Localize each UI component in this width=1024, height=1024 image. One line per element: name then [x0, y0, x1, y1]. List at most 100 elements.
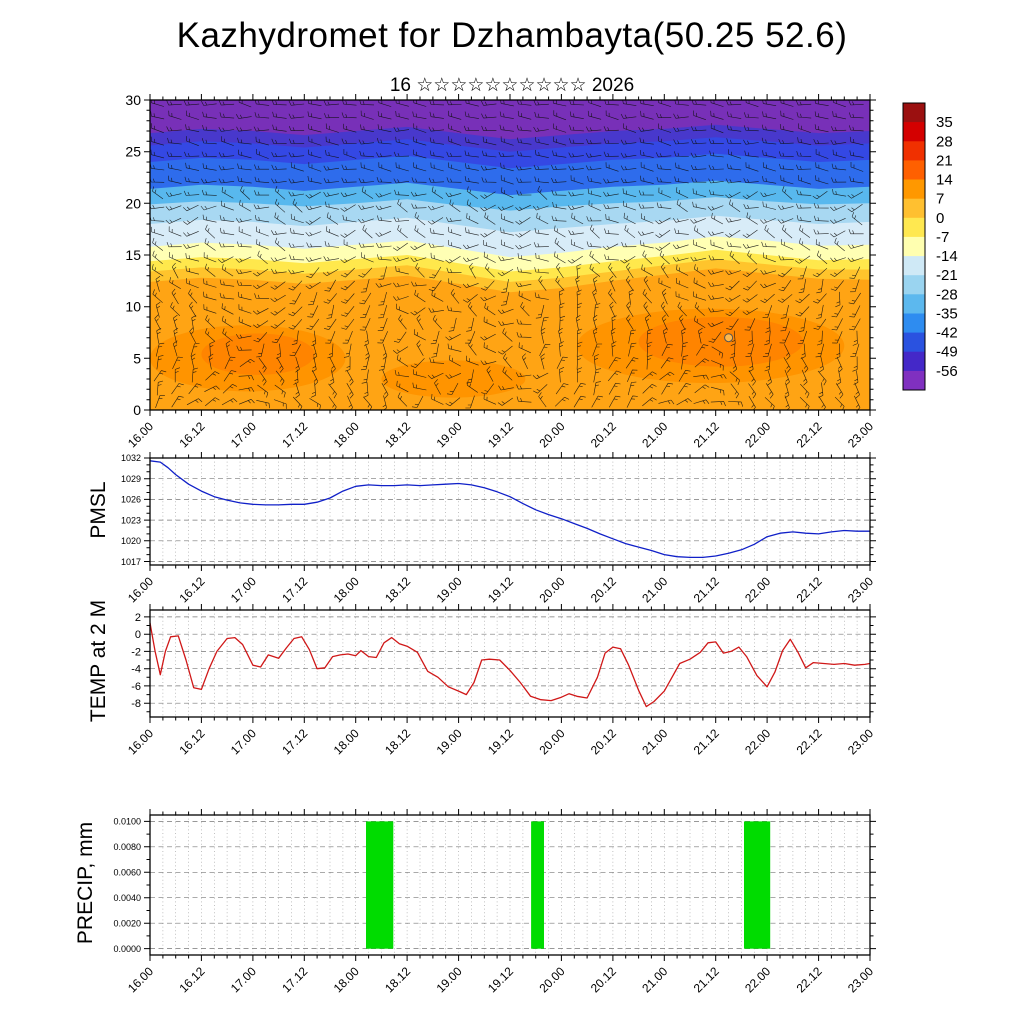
colorbar-segment [903, 351, 925, 372]
svg-text:23.00: 23.00 [845, 574, 876, 605]
warm-blob [638, 317, 804, 367]
colorbar-segment [903, 217, 925, 238]
svg-text:-7: -7 [936, 229, 949, 246]
temp-2m-line [149, 622, 871, 708]
y-tick-labels: 0 5 10 15 20 25 30 [125, 92, 141, 418]
svg-text:1020: 1020 [121, 536, 141, 546]
svg-text:5: 5 [133, 350, 141, 366]
svg-text:0.0100: 0.0100 [113, 817, 141, 827]
svg-text:16.12: 16.12 [176, 964, 207, 995]
svg-text:18.12: 18.12 [382, 574, 413, 605]
svg-text:23.00: 23.00 [845, 726, 876, 757]
colorbar-segment [903, 256, 925, 276]
svg-text:21: 21 [936, 152, 953, 169]
colorbar-segment [903, 275, 925, 295]
svg-text:15: 15 [125, 247, 141, 263]
precip-bar [366, 821, 394, 949]
colorbar-segment [903, 122, 925, 142]
wind-barbs [150, 100, 864, 410]
precip-bar [744, 821, 771, 949]
svg-text:19.12: 19.12 [485, 419, 516, 450]
svg-text:0: 0 [133, 402, 141, 418]
svg-text:0.0000: 0.0000 [113, 944, 141, 954]
svg-text:0: 0 [135, 629, 141, 641]
svg-text:17.12: 17.12 [279, 419, 310, 450]
svg-text:0.0080: 0.0080 [113, 842, 141, 852]
svg-text:16.12: 16.12 [176, 574, 207, 605]
colorbar-segment [903, 141, 925, 161]
svg-text:20.00: 20.00 [536, 574, 567, 605]
chart-subtitle: 16 ☆☆☆☆☆☆☆☆☆☆ 2026 [389, 75, 635, 96]
svg-text:0.0060: 0.0060 [113, 868, 141, 878]
svg-text:17.12: 17.12 [279, 574, 310, 605]
x-tick-labels: 16.00 16.12 17.00 17.12 18.00 18.12 19.00 19.12… [125, 419, 876, 450]
svg-text:17.00: 17.00 [228, 964, 259, 995]
svg-text:-42: -42 [936, 325, 958, 342]
x-tick-labels: 16.00 16.12 17.00 17.12 18.00 18.12 19.00 19.12… [125, 574, 876, 605]
svg-text:-4: -4 [131, 664, 141, 676]
svg-text:21.00: 21.00 [639, 726, 670, 757]
colorbar-segment [903, 332, 925, 353]
svg-text:20.12: 20.12 [588, 574, 619, 605]
svg-text:7: 7 [936, 191, 944, 208]
svg-text:19.00: 19.00 [434, 419, 465, 450]
svg-text:21.00: 21.00 [639, 419, 670, 450]
grid-horizontal [150, 821, 870, 949]
svg-text:-14: -14 [936, 248, 958, 265]
svg-text:17.00: 17.00 [228, 419, 259, 450]
svg-text:-21: -21 [936, 267, 958, 284]
svg-text:20.12: 20.12 [588, 964, 619, 995]
svg-text:-28: -28 [936, 286, 958, 303]
colorbar-segment [903, 370, 925, 391]
svg-text:0.0020: 0.0020 [113, 918, 141, 928]
warm-blob [201, 333, 315, 375]
svg-text:28: 28 [936, 133, 953, 150]
svg-text:18.12: 18.12 [382, 964, 413, 995]
svg-text:16.12: 16.12 [176, 419, 207, 450]
y-tick-labels: 0.0100 0.0080 0.0060 0.0040 0.0020 0.0000 [113, 817, 141, 954]
svg-text:23.00: 23.00 [845, 419, 876, 450]
svg-text:18.12: 18.12 [382, 726, 413, 757]
svg-text:25: 25 [125, 144, 141, 160]
svg-text:21.12: 21.12 [691, 419, 722, 450]
colorbar: 35 28 21 14 7 0 -7 -14 -21 -28 -35 -42 -49 -56 [902, 102, 958, 391]
chart-title: Kazhydromet for Dzhambayta(50.25 52.6) [176, 16, 848, 55]
svg-text:18.12: 18.12 [382, 419, 413, 450]
svg-text:19.00: 19.00 [434, 964, 465, 995]
colorbar-segment [903, 294, 925, 314]
svg-text:17.00: 17.00 [228, 574, 259, 605]
svg-text:-35: -35 [936, 306, 958, 323]
x-tick-labels: 16.00 16.12 17.00 17.12 18.00 18.12 19.00 19.12… [125, 964, 876, 995]
colorbar-labels: 35 28 21 14 7 0 -7 -14 -21 -28 -35 -42 -49 -56 [936, 114, 958, 380]
pmsl-line [149, 460, 870, 559]
svg-text:16.00: 16.00 [125, 726, 156, 757]
svg-text:21.12: 21.12 [691, 964, 722, 995]
y-tick-labels: 2 0 -2 -4 -6 -8 [131, 612, 141, 710]
svg-text:19.12: 19.12 [485, 964, 516, 995]
upper-air-panel: 0 5 10 15 20 25 30 16.00 16.12 17.00 17.12 18.00 18.… [125, 92, 876, 450]
svg-text:1023: 1023 [121, 515, 141, 525]
precip-bar [531, 821, 544, 949]
axis-ticks [144, 604, 876, 723]
svg-text:21.12: 21.12 [691, 574, 722, 605]
svg-text:16.00: 16.00 [125, 419, 156, 450]
svg-text:16.12: 16.12 [176, 726, 207, 757]
svg-text:17.12: 17.12 [279, 964, 310, 995]
colorbar-segment [903, 179, 925, 199]
svg-text:18.00: 18.00 [331, 419, 362, 450]
svg-text:20.12: 20.12 [588, 726, 619, 757]
svg-text:14: 14 [936, 172, 953, 189]
colorbar-segment [903, 103, 925, 123]
svg-text:16.00: 16.00 [125, 574, 156, 605]
svg-text:-56: -56 [936, 363, 958, 380]
svg-text:16.00: 16.00 [125, 964, 156, 995]
svg-text:17.00: 17.00 [228, 726, 259, 757]
svg-text:20.00: 20.00 [536, 964, 567, 995]
svg-text:22.00: 22.00 [742, 419, 773, 450]
svg-text:22.00: 22.00 [742, 574, 773, 605]
svg-text:1017: 1017 [121, 557, 141, 567]
svg-text:21.00: 21.00 [639, 574, 670, 605]
colorbar-segment [903, 236, 925, 257]
y-tick-labels: 1032 1029 1026 1023 1020 1017 [121, 453, 141, 567]
svg-text:1032: 1032 [121, 453, 141, 463]
